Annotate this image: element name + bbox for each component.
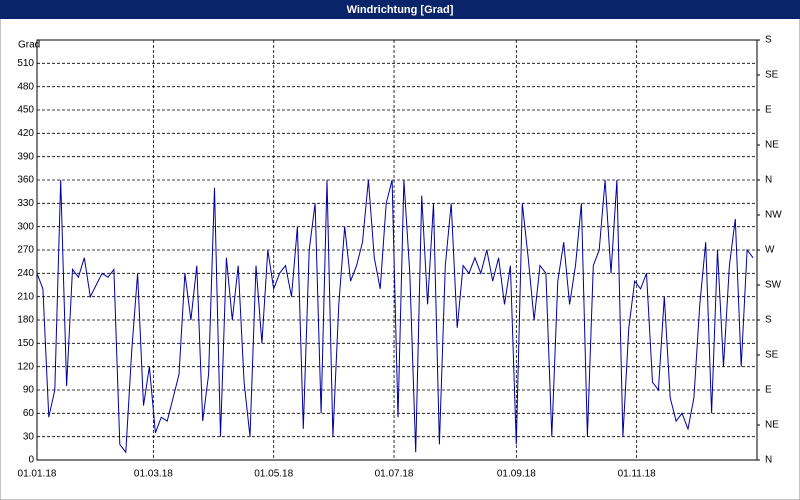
x-tick-label: 01.09.18	[497, 469, 536, 480]
y-tick-label: 120	[17, 361, 34, 372]
y2-tick-label: SW	[765, 280, 782, 291]
x-tick-label: 01.11.18	[618, 469, 657, 480]
y2-tick-label: N	[765, 455, 772, 466]
y-tick-label: 150	[17, 338, 34, 349]
y-tick-label: 270	[17, 245, 34, 256]
y2-tick-label: E	[765, 385, 772, 396]
y-tick-label: 360	[17, 175, 34, 186]
y2-tick-label: E	[765, 105, 772, 116]
y2-tick-label: S	[765, 35, 772, 46]
y-tick-label: 60	[23, 408, 35, 419]
y2-tick-label: NE	[765, 420, 779, 431]
y-tick-label: 90	[23, 385, 35, 396]
y2-tick-label: SE	[765, 350, 779, 361]
y-tick-label: 0	[28, 455, 34, 466]
title-bar	[0, 0, 800, 19]
y2-tick-label: SE	[765, 70, 779, 81]
x-tick-label: 01.03.18	[134, 469, 173, 480]
y-axis-label: Grad	[18, 40, 40, 51]
y-tick-label: 510	[17, 58, 34, 69]
y-tick-label: 390	[17, 151, 34, 162]
line-series	[36, 179, 754, 454]
y-tick-label: 330	[17, 198, 34, 209]
x-tick-label: 01.07.18	[375, 469, 414, 480]
y-tick-label: 30	[23, 431, 35, 442]
y-tick-label: 420	[17, 128, 34, 139]
y-tick-label: 180	[17, 315, 34, 326]
y2-tick-label: N	[765, 175, 772, 186]
y-tick-label: 240	[17, 268, 34, 279]
y2-tick-label: NW	[765, 210, 782, 221]
x-tick-label: 01.01.18	[18, 469, 57, 480]
y2-tick-label: NE	[765, 140, 779, 151]
y-tick-label: 480	[17, 81, 34, 92]
chart-title: Windrichtung [Grad]	[347, 4, 454, 16]
y2-tick-label: S	[765, 315, 772, 326]
y-tick-label: 300	[17, 221, 34, 232]
x-tick-label: 01.05.18	[254, 469, 293, 480]
y-tick-label: 210	[17, 291, 34, 302]
y-tick-label: 450	[17, 105, 34, 116]
y2-tick-label: W	[765, 245, 775, 256]
